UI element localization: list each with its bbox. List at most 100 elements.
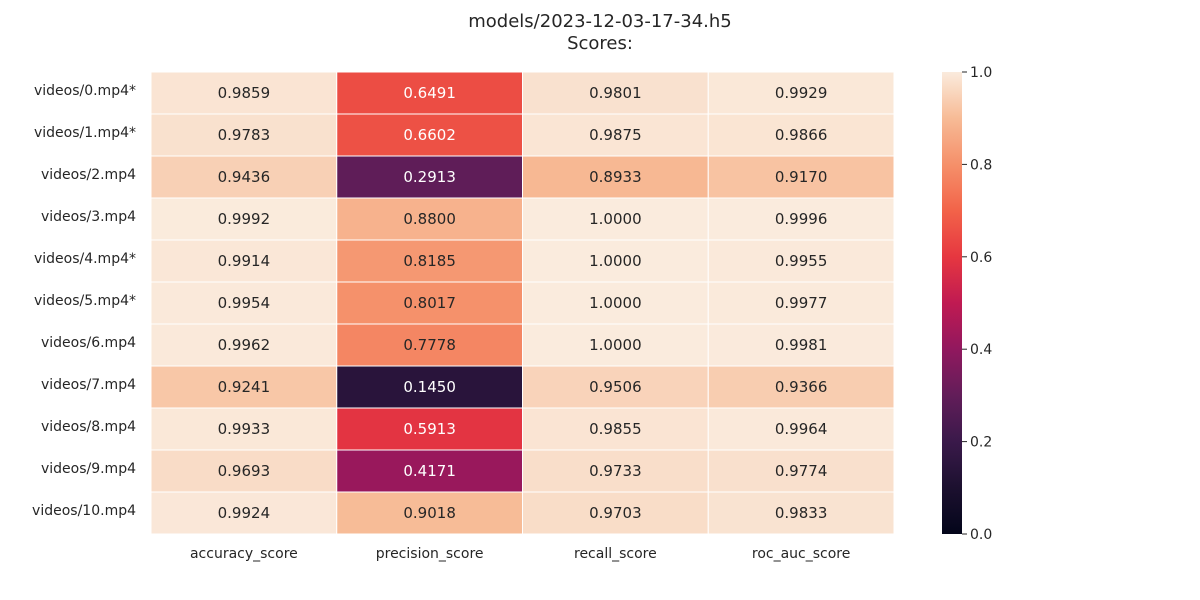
cell-value-label: 0.9855 [589,420,642,438]
cell-value-label: 0.9977 [775,294,828,312]
row-label: videos/6.mp4 [41,335,136,351]
colorbar-gradient [942,72,962,534]
heatmap-cell [522,323,709,367]
cell-value-label: 0.9241 [218,378,271,396]
heatmap-cell [707,491,895,535]
cell-value-label: 0.9859 [218,84,271,102]
cell-value-label: 1.0000 [589,252,642,270]
heatmap-cell [707,113,895,157]
heatmap-cell [150,449,338,493]
cell-value-label: 0.9783 [218,126,271,144]
heatmap-cell [336,155,523,199]
cell-value-label: 0.9833 [775,504,828,522]
cell-value-label: 0.9954 [218,294,271,312]
cell-value-label: 0.9801 [589,84,642,102]
row-label: videos/8.mp4 [41,419,136,435]
cell-value-label: 0.1450 [403,378,456,396]
cell-value-label: 0.9964 [775,420,828,438]
cell-value-label: 0.9733 [589,462,642,480]
colorbar-tick-label: 0.4 [970,342,992,358]
cell-value-label: 1.0000 [589,210,642,228]
heatmap-cell [707,155,895,199]
heatmap-cell [336,491,523,535]
cell-value-label: 0.8800 [403,210,456,228]
cell-value-label: 0.8017 [403,294,456,312]
cell-value-label: 0.9981 [775,336,828,354]
column-label: roc_auc_score [752,546,850,562]
cell-value-label: 0.6602 [403,126,456,144]
cell-value-label: 0.5913 [403,420,456,438]
colorbar-tick-label: 0.8 [970,157,992,173]
heatmap-cell [150,281,338,325]
cell-value-label: 1.0000 [589,294,642,312]
heatmap-cell [150,323,338,367]
cell-value-label: 0.9992 [218,210,271,228]
colorbar: 0.0 0.2 0.4 0.6 0.8 1.0 [942,65,992,543]
cell-value-label: 0.9933 [218,420,271,438]
heatmap-cell [336,113,523,157]
cell-value-label: 0.9914 [218,252,271,270]
heatmap-cell [707,197,895,241]
cell-value-label: 1.0000 [589,336,642,354]
cell-value-label: 0.9866 [775,126,828,144]
row-label: videos/7.mp4 [41,377,136,393]
cell-value-label: 0.9366 [775,378,828,396]
heatmap-cell [707,239,895,283]
column-label: precision_score [376,546,484,562]
chart-subtitle: Scores: [567,33,633,54]
colorbar-tick-label: 0.6 [970,250,992,266]
cell-value-label: 0.9962 [218,336,271,354]
row-label: videos/0.mp4* [34,83,136,99]
cell-value-label: 0.9875 [589,126,642,144]
row-label: videos/3.mp4 [41,209,136,225]
cell-value-label: 0.6491 [403,84,456,102]
heatmap-cell [707,323,895,367]
cell-value-label: 0.2913 [403,168,456,186]
cell-value-label: 0.9996 [775,210,828,228]
column-label: accuracy_score [190,546,298,562]
cell-value-label: 0.9018 [403,504,456,522]
cell-value-label: 0.9924 [218,504,271,522]
heatmap-cell [336,239,523,283]
heatmap-cell [150,365,338,409]
row-label: videos/5.mp4* [34,293,136,309]
cell-value-label: 0.9703 [589,504,642,522]
column-label: recall_score [574,546,657,562]
row-label: videos/2.mp4 [41,167,136,183]
heatmap-cell [150,71,338,115]
cell-value-label: 0.4171 [403,462,456,480]
column-labels: accuracy_score precision_score recall_scor… [190,546,850,562]
cell-value-label: 0.9774 [775,462,828,480]
heatmap-cell [707,449,895,493]
heatmap-cell [336,197,523,241]
heatmap-cell [522,491,709,535]
cell-value-label: 0.9436 [218,168,271,186]
heatmap-cell [522,449,709,493]
heatmap-cell [522,281,709,325]
colorbar-tick-label: 1.0 [970,65,992,81]
cell-value-label: 0.9170 [775,168,828,186]
heatmap-cell [336,449,523,493]
heatmap-cell [707,71,895,115]
cell-value-label: 0.9929 [775,84,828,102]
heatmap-cell [336,71,523,115]
row-label: videos/1.mp4* [34,125,136,141]
cell-value-label: 0.9955 [775,252,828,270]
row-label: videos/10.mp4 [32,503,136,519]
heatmap-cell [150,239,338,283]
row-label: videos/4.mp4* [34,251,136,267]
heatmap-cell [522,239,709,283]
cell-value-label: 0.8933 [589,168,642,186]
heatmap-cells: 0.9859 0.6491 0.9801 0.9929 0.9783 0.6602 0.98… [150,71,895,535]
heatmap-cell [707,281,895,325]
heatmap-cell [522,71,709,115]
chart-title: models/2023-12-03-17-34.h5 [468,11,731,32]
cell-value-label: 0.7778 [403,336,456,354]
row-label: videos/9.mp4 [41,461,136,477]
heatmap-cell [150,491,338,535]
colorbar-tick-label: 0.2 [970,435,992,451]
heatmap-cell [707,407,895,451]
colorbar-tick-label: 0.0 [970,527,992,543]
cell-value-label: 0.9693 [218,462,271,480]
